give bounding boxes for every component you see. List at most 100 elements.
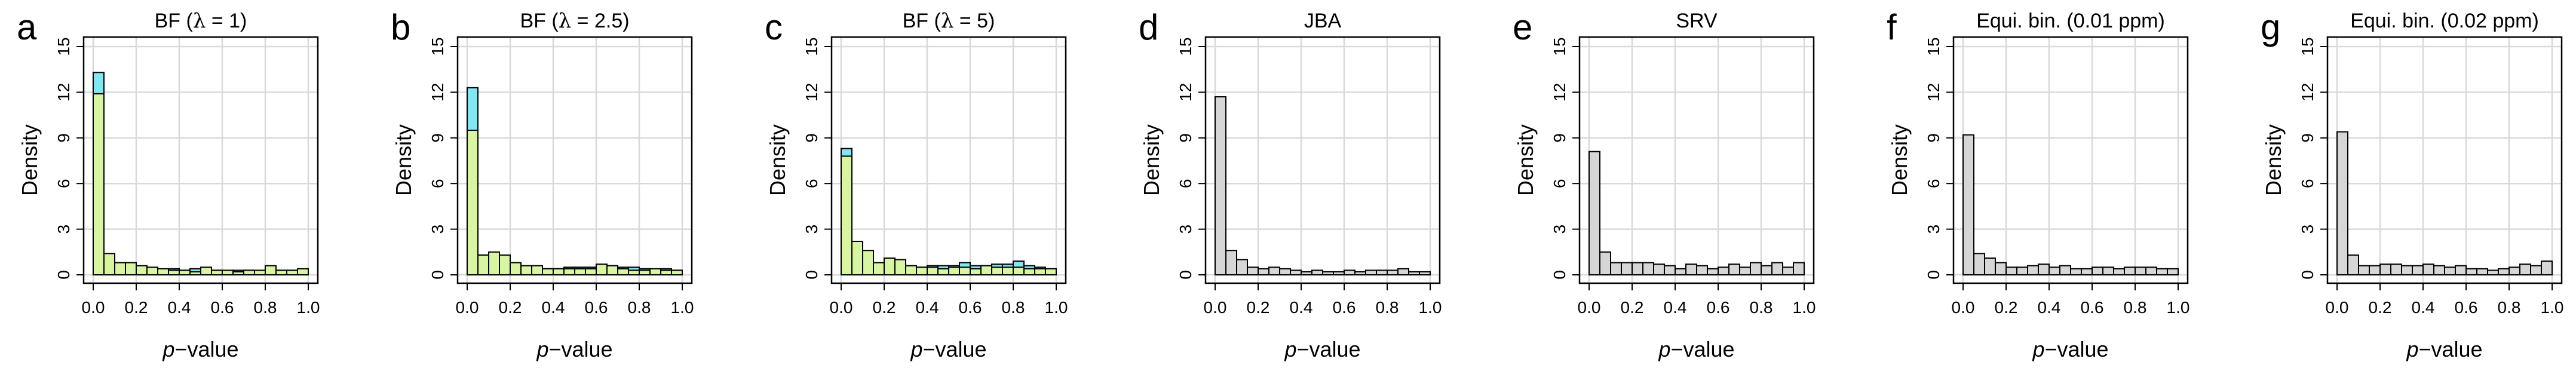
plot-frame bbox=[1204, 36, 1441, 284]
x-tick-label: 0.2 bbox=[873, 298, 896, 317]
panel-title: Equi. bin. (0.01 ppm) bbox=[1976, 10, 2165, 32]
histogram-bar bbox=[585, 268, 597, 275]
y-tick-label: 3 bbox=[2298, 225, 2317, 234]
histogram-bar bbox=[189, 271, 201, 276]
histogram-bar bbox=[1311, 269, 1323, 275]
histogram-bar bbox=[1301, 271, 1312, 276]
y-axis-label: Density bbox=[1887, 124, 1912, 196]
histogram-bar bbox=[862, 250, 874, 275]
x-tick-label: 0.8 bbox=[1750, 298, 1773, 317]
x-tick-label: 0.6 bbox=[959, 298, 982, 317]
panel-title-pre: BF ( bbox=[520, 10, 559, 32]
y-axis-label: Density bbox=[765, 124, 790, 196]
histogram-bar bbox=[297, 268, 309, 275]
panel-letter: a bbox=[17, 7, 37, 47]
panel-a: 0.0 0.2 0.4 0.6 0.8 1.0 0 3 6 9 12 15 Density p−value… bbox=[17, 7, 320, 361]
histogram-bar bbox=[286, 269, 298, 275]
x-axis-label: p−value bbox=[162, 337, 238, 361]
y-tick-label: 9 bbox=[1550, 133, 1569, 143]
histogram-bar bbox=[1215, 96, 1226, 275]
y-axis-label: Density bbox=[17, 124, 42, 196]
histogram-bar bbox=[222, 269, 234, 275]
x-tick-label: 0.6 bbox=[2455, 298, 2478, 317]
y-tick-label: 9 bbox=[54, 133, 73, 143]
x-tick-label: 0.0 bbox=[1578, 298, 1601, 317]
x-axis-label: p−value bbox=[2032, 337, 2108, 361]
panel-title: BF (λ = 1) bbox=[155, 9, 247, 33]
x-axis-label: p−value bbox=[1658, 337, 1734, 361]
panel-title: BF (λ = 5) bbox=[903, 9, 995, 33]
x-tick-label: 1.0 bbox=[1793, 298, 1816, 317]
histogram-bar bbox=[2145, 266, 2157, 275]
histogram-bar bbox=[1023, 268, 1035, 275]
histogram-bar bbox=[1771, 262, 1783, 276]
y-tick-label: 9 bbox=[1176, 133, 1195, 143]
x-axis-label-rest: −value bbox=[922, 337, 986, 361]
histogram-bar bbox=[1236, 259, 1248, 275]
histogram-bar bbox=[553, 268, 565, 275]
panel-letter: g bbox=[2261, 7, 2280, 47]
x-tick-label: 1.0 bbox=[2541, 298, 2564, 317]
histogram-bar bbox=[2530, 265, 2542, 276]
histogram-bar bbox=[2465, 268, 2477, 275]
y-tick-label: 6 bbox=[428, 179, 447, 188]
y-tick-label: 0 bbox=[2298, 270, 2317, 280]
histogram-bar bbox=[1664, 265, 1676, 276]
x-axis-label-rest: −value bbox=[548, 337, 612, 361]
histogram-bar bbox=[1739, 266, 1751, 275]
histogram-bar bbox=[2016, 266, 2028, 275]
panel-title: Equi. bin. (0.02 ppm) bbox=[2350, 10, 2539, 32]
x-tick-label: 0.2 bbox=[125, 298, 148, 317]
histogram-bar bbox=[1333, 271, 1345, 276]
histogram-bar bbox=[1696, 265, 1708, 276]
histogram-bar bbox=[2102, 266, 2114, 275]
histogram-bar bbox=[2390, 263, 2402, 276]
y-axis-label: Density bbox=[391, 124, 416, 196]
histogram-bar bbox=[232, 271, 244, 276]
y-tick-label: 12 bbox=[802, 83, 821, 102]
x-tick-label: 1.0 bbox=[1419, 298, 1442, 317]
histogram-bar bbox=[1675, 268, 1686, 275]
panel-letter: f bbox=[1887, 7, 1897, 47]
y-tick-label: 12 bbox=[1924, 83, 1943, 102]
histogram-bar bbox=[1610, 262, 1622, 276]
y-tick-label: 6 bbox=[802, 179, 821, 188]
histogram-bar bbox=[477, 254, 489, 276]
plot-frame bbox=[2326, 36, 2563, 284]
panel-title: SRV bbox=[1676, 10, 1718, 32]
panel-f: 0.0 0.2 0.4 0.6 0.8 1.0 0 3 6 9 12 15 Density p−value… bbox=[1887, 7, 2189, 361]
x-axis-label-italic: p bbox=[2406, 337, 2418, 361]
histogram-bar bbox=[916, 266, 928, 275]
histogram-bar bbox=[2508, 266, 2520, 275]
panel-title-pre: Equi. bin. (0.02 ppm) bbox=[2350, 10, 2539, 32]
panel-title-pre: BF ( bbox=[155, 10, 194, 32]
x-tick-label: 0.0 bbox=[1204, 298, 1227, 317]
histogram-bar bbox=[2401, 265, 2413, 276]
histogram-bar bbox=[2124, 266, 2136, 275]
panel-title-pre: SRV bbox=[1676, 10, 1718, 32]
histogram-bar bbox=[1621, 262, 1633, 276]
histogram-bar bbox=[1588, 151, 1600, 275]
y-tick-label: 15 bbox=[1176, 37, 1195, 56]
y-tick-label: 12 bbox=[428, 83, 447, 102]
panel-b: 0.0 0.2 0.4 0.6 0.8 1.0 0 3 6 9 12 15 Density p−value… bbox=[391, 7, 694, 361]
histogram-bar bbox=[2081, 268, 2093, 275]
histogram-bar bbox=[2027, 265, 2039, 276]
histogram-bar bbox=[1984, 257, 1996, 275]
histogram-bar bbox=[1653, 263, 1665, 276]
x-axis-label-rest: −value bbox=[1670, 337, 1734, 361]
y-axis-label: Density bbox=[2261, 124, 2286, 196]
histogram-bar bbox=[628, 269, 640, 275]
panel-title-post: = 2.5) bbox=[571, 10, 629, 32]
panel-title-pre: BF ( bbox=[903, 10, 942, 32]
x-axis-label-rest: −value bbox=[2418, 337, 2482, 361]
y-tick-label: 9 bbox=[802, 133, 821, 143]
histogram-bar bbox=[2476, 268, 2488, 275]
histogram-bar bbox=[991, 266, 1003, 275]
histogram-bar bbox=[1599, 251, 1611, 275]
histogram-bar bbox=[1728, 263, 1740, 276]
y-tick-label: 3 bbox=[1176, 225, 1195, 234]
histogram-bar bbox=[520, 265, 532, 276]
y-tick-label: 9 bbox=[428, 133, 447, 143]
x-tick-label: 0.6 bbox=[2081, 298, 2104, 317]
